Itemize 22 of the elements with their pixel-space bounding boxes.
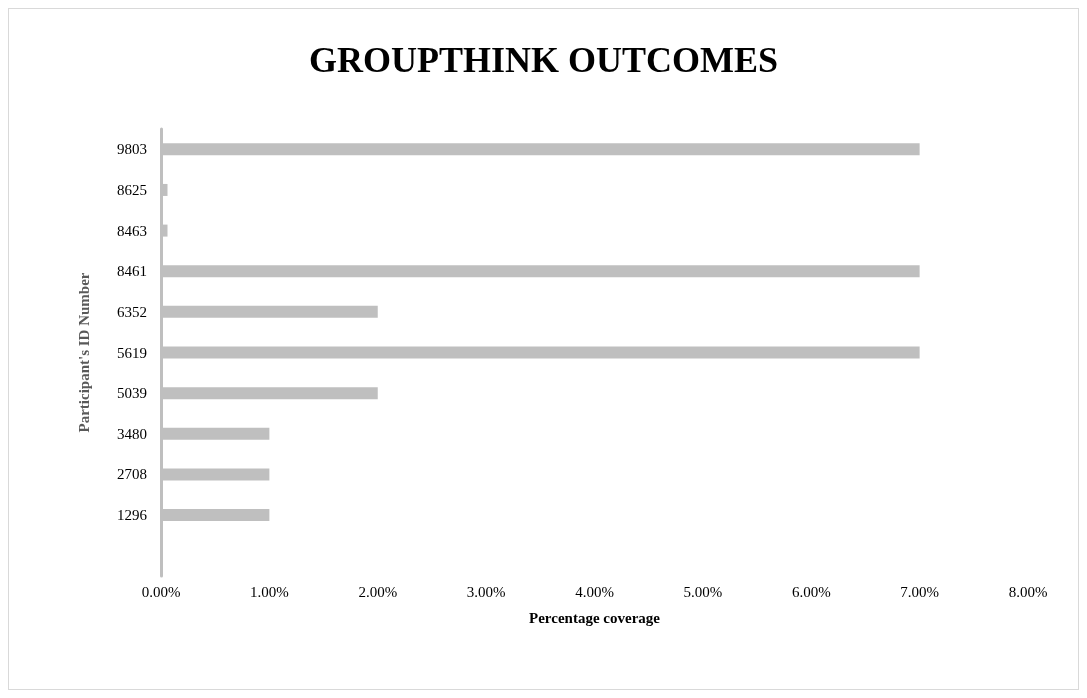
x-tick-label: 6.00%	[791, 583, 831, 600]
x-tick-label: 7.00%	[900, 583, 939, 600]
x-tick-label: 1.00%	[250, 583, 289, 600]
y-tick-label: 8625	[117, 181, 147, 198]
y-tick-label: 5039	[117, 385, 147, 402]
x-tick-label: 4.00%	[575, 583, 614, 600]
x-tick-label: 3.00%	[466, 583, 506, 600]
y-tick-label: 2708	[117, 466, 147, 483]
y-tick-label: 8463	[117, 222, 147, 239]
y-tick-label: 5619	[117, 344, 147, 361]
y-axis-title: Participant's ID Number	[75, 272, 92, 433]
x-tick-label: 0.00%	[141, 583, 181, 600]
x-axis-title: Percentage coverage	[529, 609, 661, 626]
y-tick-label: 3480	[117, 425, 147, 442]
x-tick-label: 8.00%	[1008, 583, 1048, 600]
y-tick-label: 8461	[117, 263, 147, 280]
y-tick-label: 6352	[117, 303, 147, 320]
y-tick-label: 9803	[117, 141, 147, 158]
x-tick-label: 2.00%	[358, 583, 398, 600]
x-tick-label: 5.00%	[683, 583, 723, 600]
y-tick-label: 1296	[117, 507, 148, 524]
chart-title: GROUPTHINK OUTCOMES	[308, 40, 779, 80]
